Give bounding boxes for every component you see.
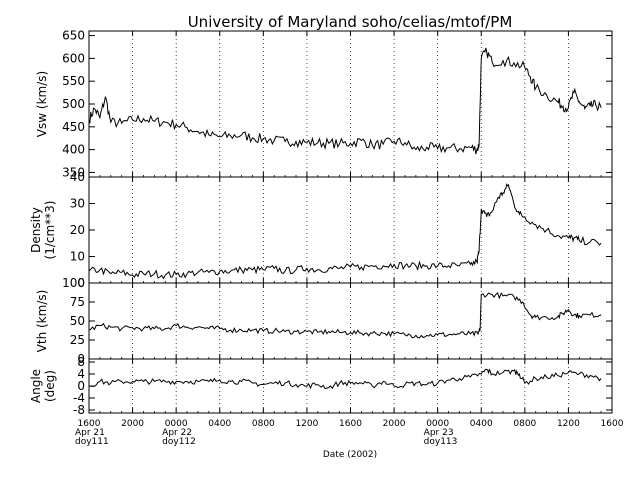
x-tick-label: 0000: [165, 419, 188, 429]
y-tick-label: 400: [62, 143, 85, 157]
y-tick-label: 600: [62, 51, 85, 65]
x-tick-label: 1200: [295, 419, 318, 429]
x-tick-label: Apr 22: [162, 428, 192, 438]
y-tick-label: 0: [77, 352, 85, 366]
y-tick-label: 650: [62, 29, 85, 43]
y-axis-label: Vsw (km/s): [35, 71, 49, 137]
x-tick-label: 0400: [470, 419, 493, 429]
y-tick-label: 100: [62, 276, 85, 290]
x-tick-label: doy113: [424, 437, 458, 447]
y-tick-label: 8: [77, 355, 85, 369]
x-tick-label: Apr 21: [75, 428, 105, 438]
y-axis-label: Vth (km/s): [35, 290, 49, 353]
x-tick-label: 2000: [383, 419, 406, 429]
chart-title: University of Maryland soho/celias/mtof/…: [188, 13, 513, 31]
panel-3: 0 25 50 75 100 Vth (km/s): [35, 276, 613, 366]
y-tick-label: 450: [62, 120, 85, 134]
y-tick-label: 4: [77, 367, 85, 381]
x-tick-label: 0000: [426, 419, 449, 429]
x-tick-label: 1200: [557, 419, 580, 429]
x-tick-label: 1600: [78, 419, 101, 429]
y-tick-label: 50: [70, 314, 85, 328]
y-tick-label: 20: [70, 223, 85, 237]
y-tick-label: 500: [62, 97, 85, 111]
y-tick-label: -4: [73, 391, 85, 405]
y-tick-label: 0: [77, 379, 85, 393]
x-tick-label: Apr 23: [424, 428, 454, 438]
y-tick-label: 25: [70, 333, 85, 347]
y-axis-label: (deg): [43, 370, 57, 402]
x-tick-label: 2000: [121, 419, 144, 429]
y-tick-label: 550: [62, 74, 85, 88]
y-axis-label: Angle: [29, 369, 43, 403]
x-tick-label: doy111: [75, 437, 109, 447]
y-tick-label: -8: [73, 403, 85, 417]
y-tick-label: 40: [70, 170, 85, 184]
data-series-line: [88, 292, 602, 339]
x-axis-label: Date (2002): [323, 450, 377, 460]
y-tick-label: 350: [62, 165, 85, 179]
y-tick-label: 75: [70, 295, 85, 309]
y-axis-label: Density: [29, 207, 43, 253]
y-tick-label: 0: [77, 276, 85, 290]
panel-2: 0 10 20 30 40 Density (1/cm**3): [29, 170, 613, 290]
x-tick-label: 0800: [252, 419, 275, 429]
y-axis-label: (1/cm**3): [43, 201, 57, 260]
y-tick-label: 10: [70, 250, 85, 264]
data-series-line: [88, 368, 602, 390]
data-series-line: [88, 47, 602, 155]
x-tick-label: doy112: [162, 437, 196, 447]
x-tick-label: 0800: [513, 419, 536, 429]
x-tick-label: 1600: [601, 419, 624, 429]
data-series-line: [88, 182, 602, 280]
x-tick-label: 1600: [339, 419, 362, 429]
y-tick-label: 30: [70, 197, 85, 211]
panel-1: 350 400 450 500 550 600 650 Vsw (km/s): [35, 29, 613, 179]
x-tick-label: 0400: [208, 419, 231, 429]
